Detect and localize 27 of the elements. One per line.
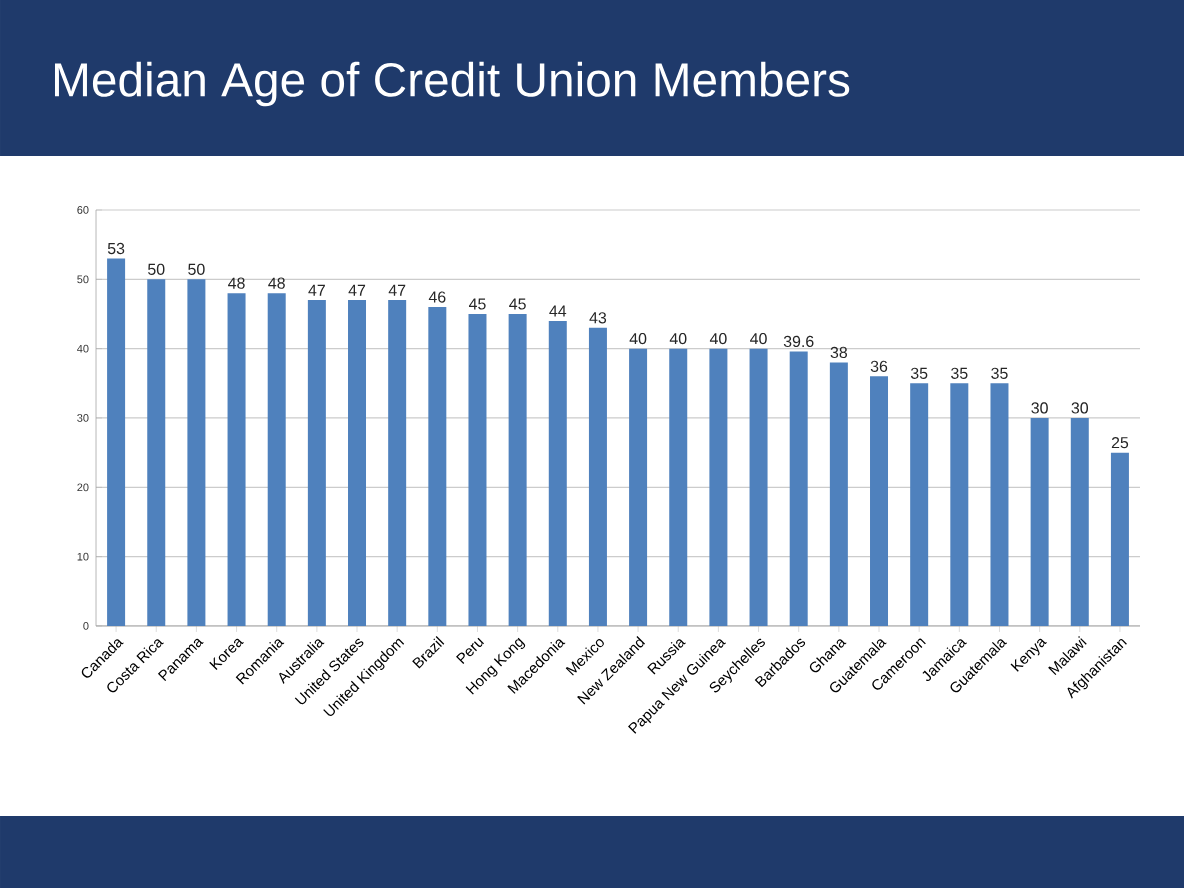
bar [388, 300, 407, 626]
bar [187, 279, 206, 626]
bar [588, 327, 607, 626]
bar [870, 376, 889, 626]
bar [307, 300, 326, 626]
bar [789, 351, 808, 626]
bar [990, 383, 1009, 626]
bar [348, 300, 367, 626]
bar [267, 293, 286, 626]
bar [428, 307, 447, 626]
bar [107, 258, 126, 626]
bar [829, 362, 848, 626]
bar [227, 293, 246, 626]
bar [910, 383, 929, 626]
chart-title: Median Age of Credit Union Members [54, 61, 850, 107]
bar [508, 313, 527, 626]
bar [669, 348, 688, 626]
bar [629, 348, 648, 626]
bar [950, 383, 969, 626]
bar [147, 279, 166, 626]
bar [1030, 417, 1049, 626]
bar [709, 348, 728, 626]
bar [548, 320, 567, 626]
bar [468, 313, 487, 626]
bar [1110, 452, 1129, 626]
bar [1070, 417, 1089, 626]
bar [749, 348, 768, 626]
